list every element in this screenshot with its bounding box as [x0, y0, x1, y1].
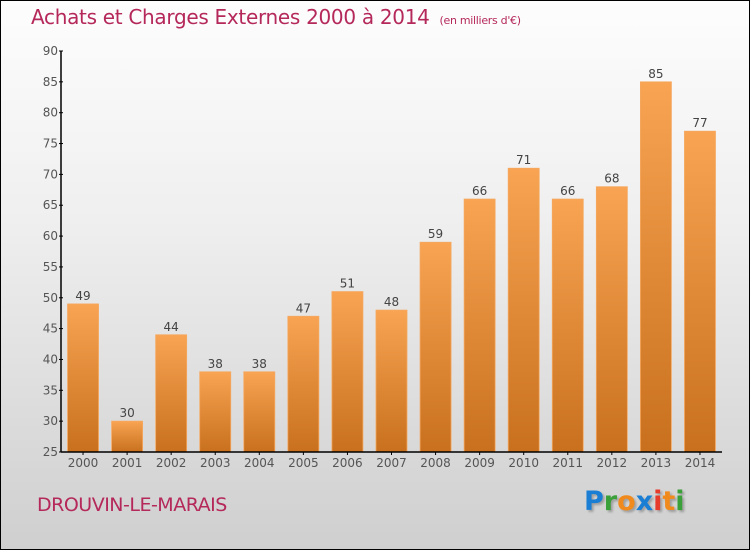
y-tick-label: 75 — [43, 137, 58, 151]
bar-2004 — [243, 371, 276, 453]
bar-2003 — [199, 371, 232, 453]
x-axis: 2000 2001 2002 2003 2004 2005 2006 2007 2008 2009… — [61, 451, 722, 470]
y-tick-label: 70 — [43, 167, 58, 181]
x-tick-label-2007: 2007 — [376, 456, 407, 470]
data-label-2013: 85 — [648, 67, 663, 81]
x-tick-label-2008: 2008 — [420, 456, 451, 470]
y-tick-label: 50 — [43, 291, 58, 305]
logo-letter: i — [675, 486, 685, 517]
data-label-2014: 77 — [692, 116, 707, 130]
bar-2002 — [155, 334, 188, 453]
chart-title-unit: (en milliers d'€) — [439, 14, 521, 27]
bar-2000 — [67, 303, 99, 453]
y-tick-label: 60 — [43, 229, 58, 243]
bar-2010 — [507, 167, 540, 453]
x-tick-label-2011: 2011 — [552, 456, 583, 470]
x-tick-label-2004: 2004 — [244, 456, 275, 470]
bar-2007 — [375, 309, 408, 453]
y-tick-label: 55 — [43, 260, 58, 274]
x-tick-label-2001: 2001 — [112, 456, 143, 470]
bars-group: 49 30 44 38 38 47 51 48 59 66 71 66 68 85 77 — [67, 67, 716, 453]
y-tick-label: 65 — [43, 198, 58, 212]
bar-2005 — [287, 315, 320, 453]
y-tick-label: 80 — [43, 106, 58, 120]
logo-letter: P — [584, 486, 604, 517]
x-tick-label-2002: 2002 — [156, 456, 187, 470]
bar-2001 — [111, 420, 143, 453]
x-tick-label-2012: 2012 — [597, 456, 628, 470]
y-tick-label: 30 — [43, 414, 58, 428]
data-label-2006: 51 — [340, 277, 355, 291]
y-tick-label: 85 — [43, 75, 58, 89]
bar-2013 — [640, 81, 672, 453]
chart-title-text: Achats et Charges Externes 2000 à 2014 — [31, 5, 430, 29]
data-label-2005: 47 — [296, 301, 311, 315]
data-label-2001: 30 — [119, 406, 134, 420]
x-tick-label-2009: 2009 — [464, 456, 495, 470]
bar-2009 — [463, 198, 496, 453]
data-label-2003: 38 — [208, 357, 223, 371]
proxiti-logo[interactable]: Proxiti — [584, 486, 685, 517]
commune-name: DROUVIN-LE-MARAIS — [37, 494, 227, 516]
bar-2011 — [551, 198, 584, 453]
data-label-2012: 68 — [604, 172, 619, 186]
logo-letter: o — [617, 486, 636, 517]
bar-2006 — [331, 291, 364, 453]
x-tick-label-2003: 2003 — [200, 456, 231, 470]
bar-2008 — [419, 241, 452, 453]
data-label-2010: 71 — [516, 153, 531, 167]
x-tick-label-2000: 2000 — [68, 456, 99, 470]
x-tick-label-2006: 2006 — [332, 456, 363, 470]
logo-letter: t — [662, 486, 676, 517]
data-label-2009: 66 — [472, 184, 487, 198]
y-tick-label: 35 — [43, 383, 58, 397]
x-tick-label-2014: 2014 — [685, 456, 716, 470]
y-tick-label: 40 — [43, 352, 58, 366]
data-label-2000: 49 — [75, 289, 90, 303]
x-tick-label-2010: 2010 — [508, 456, 539, 470]
bar-2014 — [684, 130, 716, 453]
data-label-2002: 44 — [164, 320, 179, 334]
logo-letter: r — [603, 486, 618, 517]
y-tick-label: 45 — [43, 322, 58, 336]
x-tick-label-2005: 2005 — [288, 456, 319, 470]
y-tick-label: 25 — [43, 445, 58, 459]
bar-2012 — [595, 186, 628, 453]
logo-letter: i — [653, 486, 663, 517]
y-axis: 25 30 35 40 45 50 55 60 65 70 75 80 85 90 — [43, 44, 63, 459]
data-label-2008: 59 — [428, 227, 443, 241]
data-label-2011: 66 — [560, 184, 575, 198]
x-tick-label-2013: 2013 — [641, 456, 672, 470]
logo-letter: x — [635, 486, 654, 517]
y-tick-label: 90 — [43, 44, 58, 58]
data-label-2007: 48 — [384, 295, 399, 309]
chart-title: Achats et Charges Externes 2000 à 2014 (e… — [31, 5, 521, 29]
data-label-2004: 38 — [252, 357, 267, 371]
